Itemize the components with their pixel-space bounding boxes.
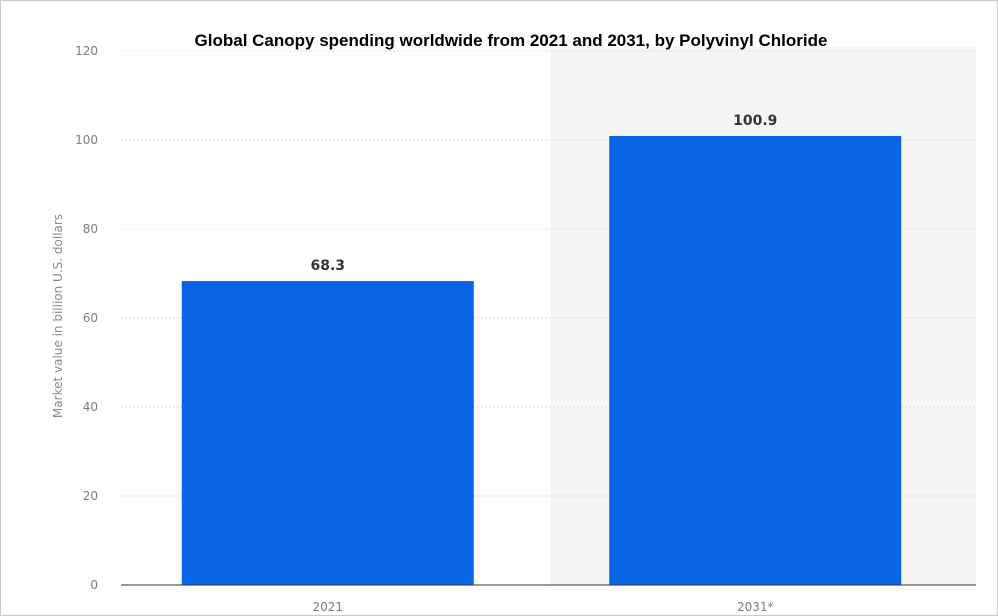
y-tick-label: 120 [75,44,98,58]
y-axis-ticks: 0 20 40 60 80 100 120 [75,44,98,592]
y-tick-label: 40 [83,400,98,414]
y-tick-label: 20 [83,489,98,503]
y-tick-label: 0 [90,578,98,592]
y-tick-label: 100 [75,133,98,147]
bar-value-label: 100.9 [733,113,777,129]
bar [181,281,474,585]
x-tick-label: 2021 [312,600,343,614]
y-tick-label: 80 [83,222,98,236]
bar-value-label: 68.3 [310,258,345,274]
chart-title: Global Canopy spending worldwide from 20… [195,31,828,50]
x-tick-label: 2031* [737,600,774,614]
y-axis-label: Market value in billion U.S. dollars [51,214,65,418]
bar [609,135,902,585]
bars: 68.3 100.9 [181,113,902,585]
y-tick-label: 60 [83,311,98,325]
x-axis-ticks: 2021 2031* [312,600,773,614]
